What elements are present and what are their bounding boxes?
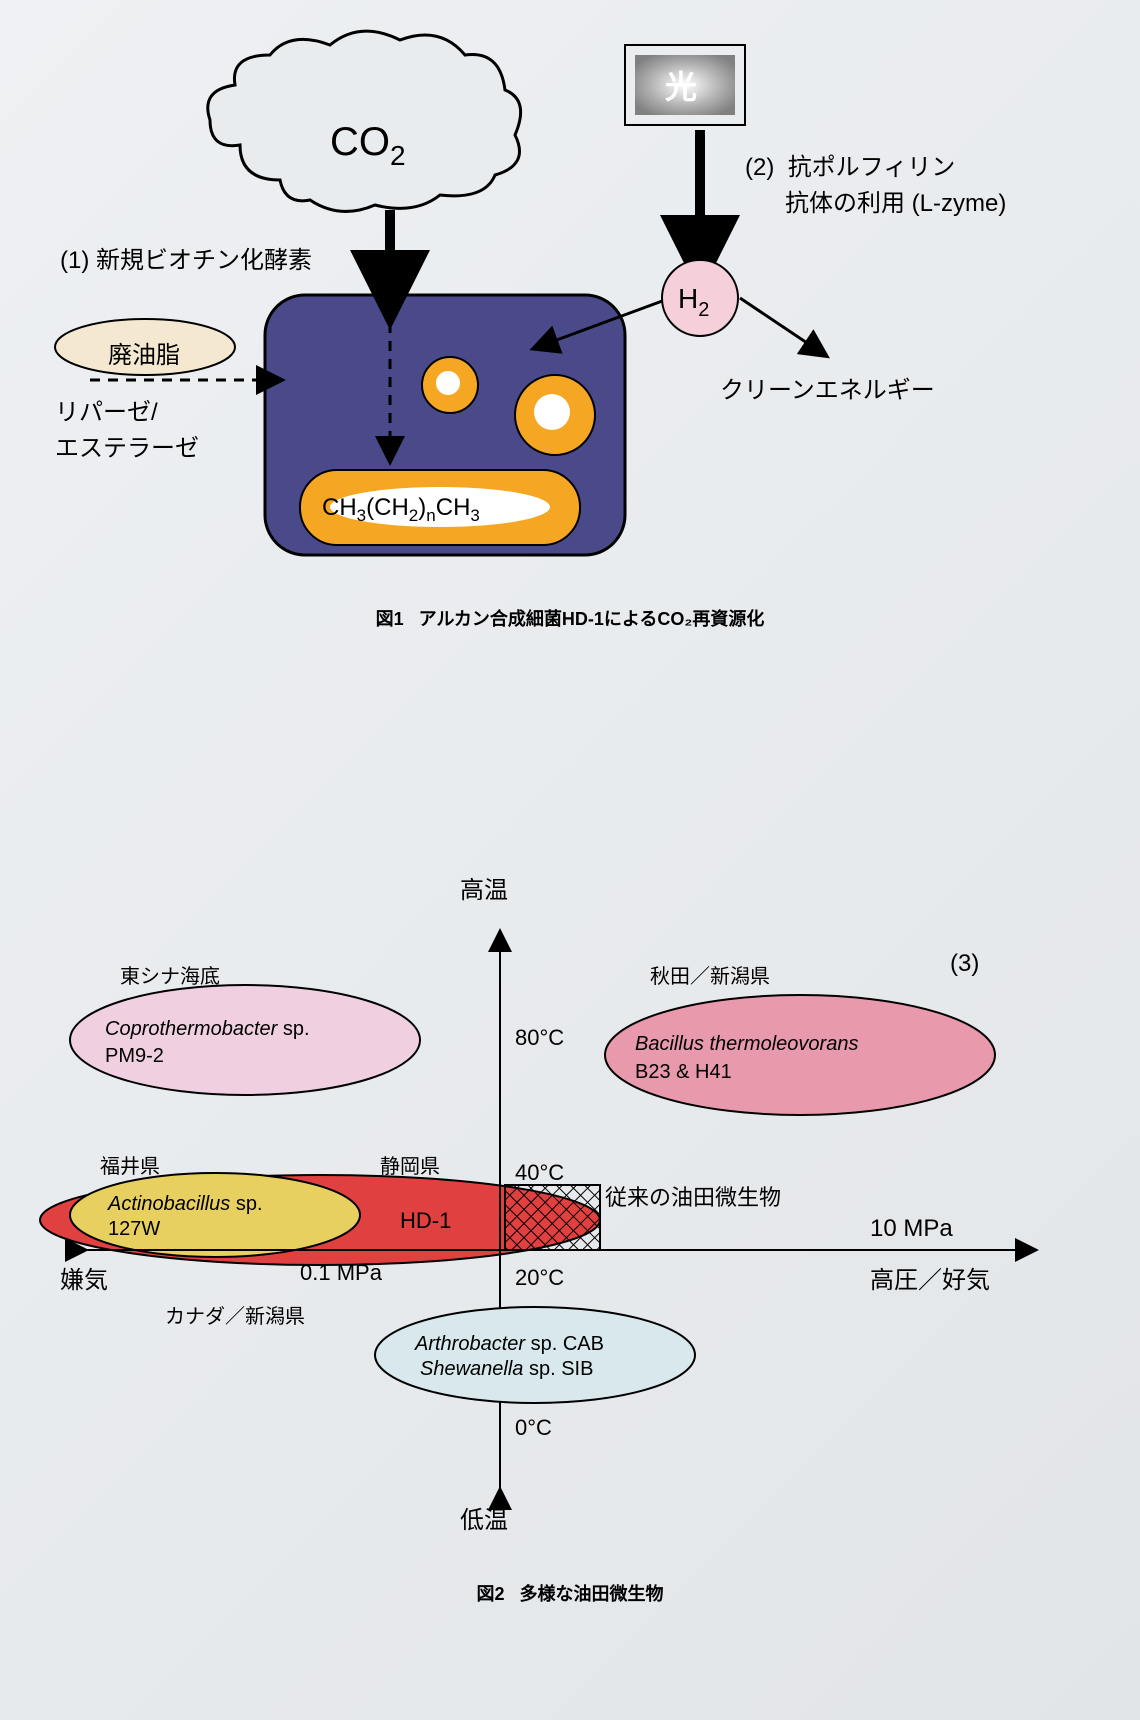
clean-energy-label: クリーンエネルギー bbox=[720, 370, 935, 405]
alkane-formula: CH3(CH2)nCH3 bbox=[322, 494, 480, 525]
loc-hd1: 静岡県 bbox=[380, 1150, 440, 1179]
loc-coprothermobacter: 東シナ海底 bbox=[120, 960, 220, 989]
organism-bacillus bbox=[605, 995, 995, 1115]
annotation-2: (2) 抗ポルフィリン 抗体の利用 (L-zyme) bbox=[745, 150, 1006, 222]
light-label: 光 bbox=[665, 69, 697, 105]
hd1-label: HD-1 bbox=[400, 1208, 451, 1233]
svg-text:Arthrobacter sp. CAB: Arthrobacter sp. CAB bbox=[414, 1333, 604, 1355]
svg-text:B23 & H41: B23 & H41 bbox=[635, 1061, 732, 1083]
ytick-40: 40°C bbox=[515, 1160, 564, 1185]
arrow-h2-to-energy bbox=[740, 298, 825, 355]
loc-bacillus: 秋田／新潟県 bbox=[650, 960, 770, 989]
organism-coprothermobacter bbox=[70, 985, 420, 1095]
x-left-label: 嫌気 bbox=[60, 1260, 108, 1295]
organism-actinobacillus bbox=[70, 1173, 360, 1257]
figure1-caption: 図1 アルカン合成細菌HD-1によるCO₂再資源化 bbox=[0, 605, 1140, 631]
svg-text:Coprothermobacter sp.: Coprothermobacter sp. bbox=[105, 1018, 310, 1040]
organism-arthrobacter bbox=[375, 1307, 695, 1403]
waste-oil-label: 廃油脂 bbox=[108, 335, 180, 370]
ytick-20: 20°C bbox=[515, 1265, 564, 1290]
annotation-1: (1) 新規ビオチン化酵素 bbox=[60, 240, 312, 275]
svg-text:Bacillus thermoleovorans: Bacillus thermoleovorans bbox=[635, 1033, 858, 1055]
lipase-label: リパーゼ/エステラーゼ bbox=[55, 395, 199, 467]
svg-text:127W: 127W bbox=[108, 1218, 160, 1240]
y-top-label: 高温 bbox=[460, 870, 508, 905]
svg-text:Actinobacillus sp.: Actinobacillus sp. bbox=[107, 1193, 263, 1215]
y-bottom-label: 低温 bbox=[460, 1500, 508, 1535]
loc-actinobacillus: 福井県 bbox=[100, 1150, 160, 1179]
annotation-3: (3) bbox=[950, 950, 979, 978]
loc-arthrobacter: カナダ／新潟県 bbox=[165, 1300, 305, 1329]
svg-text:Shewanella sp. SIB: Shewanella sp. SIB bbox=[420, 1358, 593, 1380]
x-left-value: 0.1 MPa bbox=[300, 1260, 382, 1286]
hatched-label: 従来の油田微生物 bbox=[605, 1180, 781, 1212]
h2-circle bbox=[662, 260, 738, 336]
ytick-80: 80°C bbox=[515, 1025, 564, 1050]
x-right-value: 10 MPa bbox=[870, 1215, 953, 1243]
ytick-0: 0°C bbox=[515, 1415, 552, 1440]
svg-text:PM9-2: PM9-2 bbox=[105, 1045, 164, 1067]
page-container: CO2 光 H2 CH3(CH2)nCH3 廃油脂 (1) 新規ビオチン化酵素 … bbox=[0, 0, 1140, 1720]
x-right-label: 高圧／好気 bbox=[870, 1260, 990, 1295]
figure2-caption: 図2 多様な油田微生物 bbox=[0, 1580, 1140, 1606]
